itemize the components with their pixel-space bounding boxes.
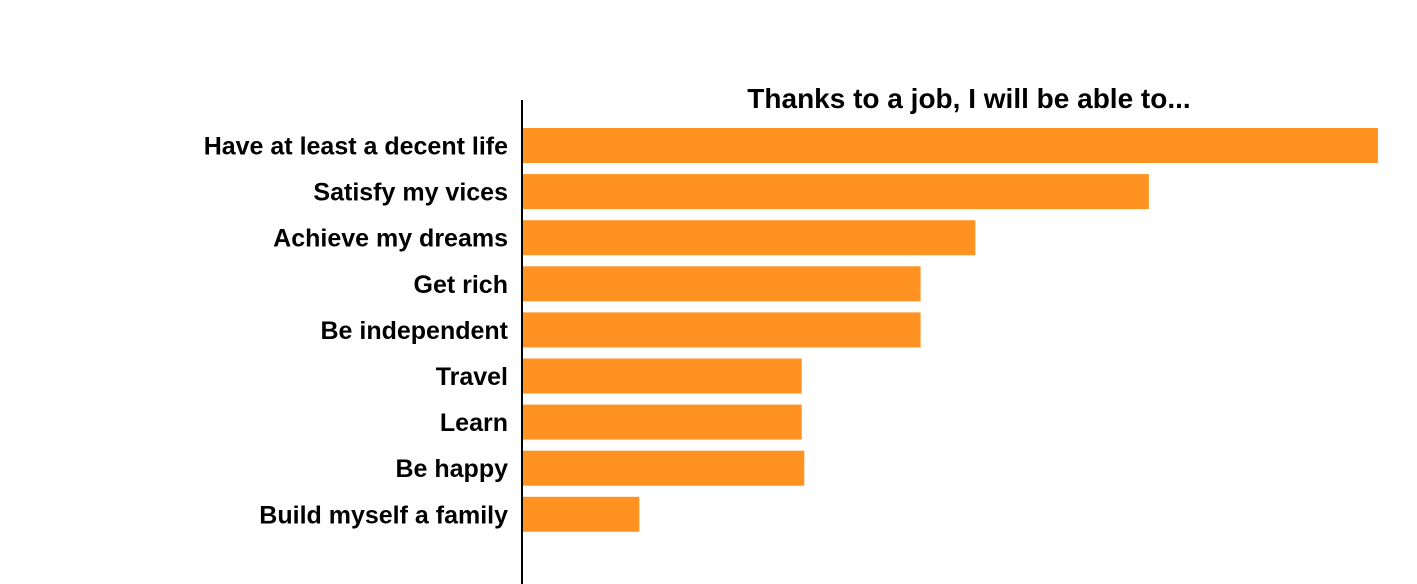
bar-build-myself-a-family [523,496,640,532]
bar-have-at-least-a-decent-life [523,128,1378,163]
bar-achieve-my-dreams [523,220,976,256]
category-label: Be happy [395,455,508,483]
bar-learn [523,404,802,440]
category-label: Satisfy my vices [313,179,508,207]
bar-get-rich [523,266,921,302]
category-label: Achieve my dreams [273,225,508,253]
bar-be-happy [523,450,805,486]
category-label: Be independent [320,317,508,345]
category-label: Travel [436,363,508,391]
bars-group [523,128,1378,532]
category-label: Build myself a family [259,501,508,529]
category-label: Get rich [414,271,508,299]
bar-be-independent [523,312,921,348]
chart-title: Thanks to a job, I will be able to... [747,83,1190,114]
bar-satisfy-my-vices [523,174,1149,210]
category-labels-group: Have at least a decent life Satisfy my vi… [204,133,509,530]
bar-travel [523,358,802,394]
category-label: Have at least a decent life [204,133,508,161]
category-label: Learn [440,409,508,437]
